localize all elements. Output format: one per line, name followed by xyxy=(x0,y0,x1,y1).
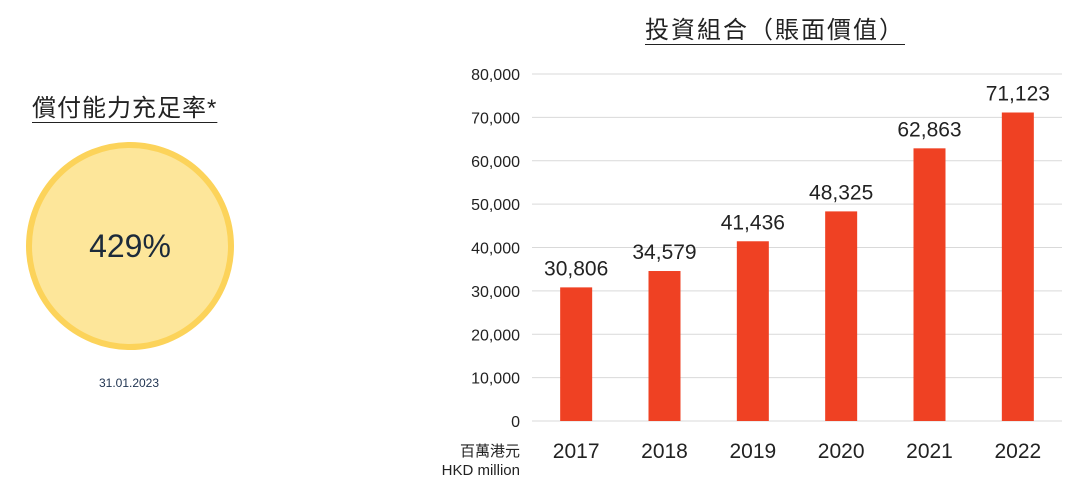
y-tick-label: 60,000 xyxy=(471,154,520,171)
unit-label-english: HKD million xyxy=(441,462,520,479)
y-tick-label: 0 xyxy=(511,414,520,431)
solvency-ratio-value: 429% xyxy=(89,227,171,264)
y-tick-label: 50,000 xyxy=(471,197,520,214)
x-tick-label-2017: 2017 xyxy=(553,440,600,463)
solvency-ratio-circle: 429% xyxy=(26,142,234,350)
bar-2019 xyxy=(736,241,769,421)
x-tick-label-2019: 2019 xyxy=(729,440,776,463)
chart-title: 投資組合（賬面價值） xyxy=(645,17,905,44)
y-tick-label: 10,000 xyxy=(471,371,520,388)
bar-2021 xyxy=(913,148,946,422)
bar-2018 xyxy=(648,271,681,421)
bar-2022 xyxy=(1001,112,1034,421)
data-label-2020: 48,325 xyxy=(809,181,873,204)
data-label-2022: 71,123 xyxy=(986,83,1050,106)
x-tick-label-2022: 2022 xyxy=(994,440,1041,463)
x-tick-label-2018: 2018 xyxy=(641,440,688,463)
y-tick-label: 20,000 xyxy=(471,327,520,344)
solvency-ratio-date: 31.01.2023 xyxy=(98,376,160,390)
data-label-2018: 34,579 xyxy=(632,241,696,264)
data-label-2017: 30,806 xyxy=(544,257,608,280)
y-tick-label: 80,000 xyxy=(471,67,520,84)
x-tick-label-2020: 2020 xyxy=(818,440,865,463)
solvency-ratio-title: 償付能力充足率* xyxy=(32,95,218,122)
data-label-2021: 62,863 xyxy=(897,118,961,141)
y-tick-label: 30,000 xyxy=(471,284,520,301)
unit-label-chinese: 百萬港元 xyxy=(459,443,520,460)
bar-2017 xyxy=(560,287,593,421)
y-tick-label: 40,000 xyxy=(471,241,520,258)
y-tick-label: 70,000 xyxy=(471,110,520,127)
bar-2020 xyxy=(825,211,858,421)
data-label-2019: 41,436 xyxy=(721,211,785,234)
x-tick-label-2021: 2021 xyxy=(906,440,953,463)
